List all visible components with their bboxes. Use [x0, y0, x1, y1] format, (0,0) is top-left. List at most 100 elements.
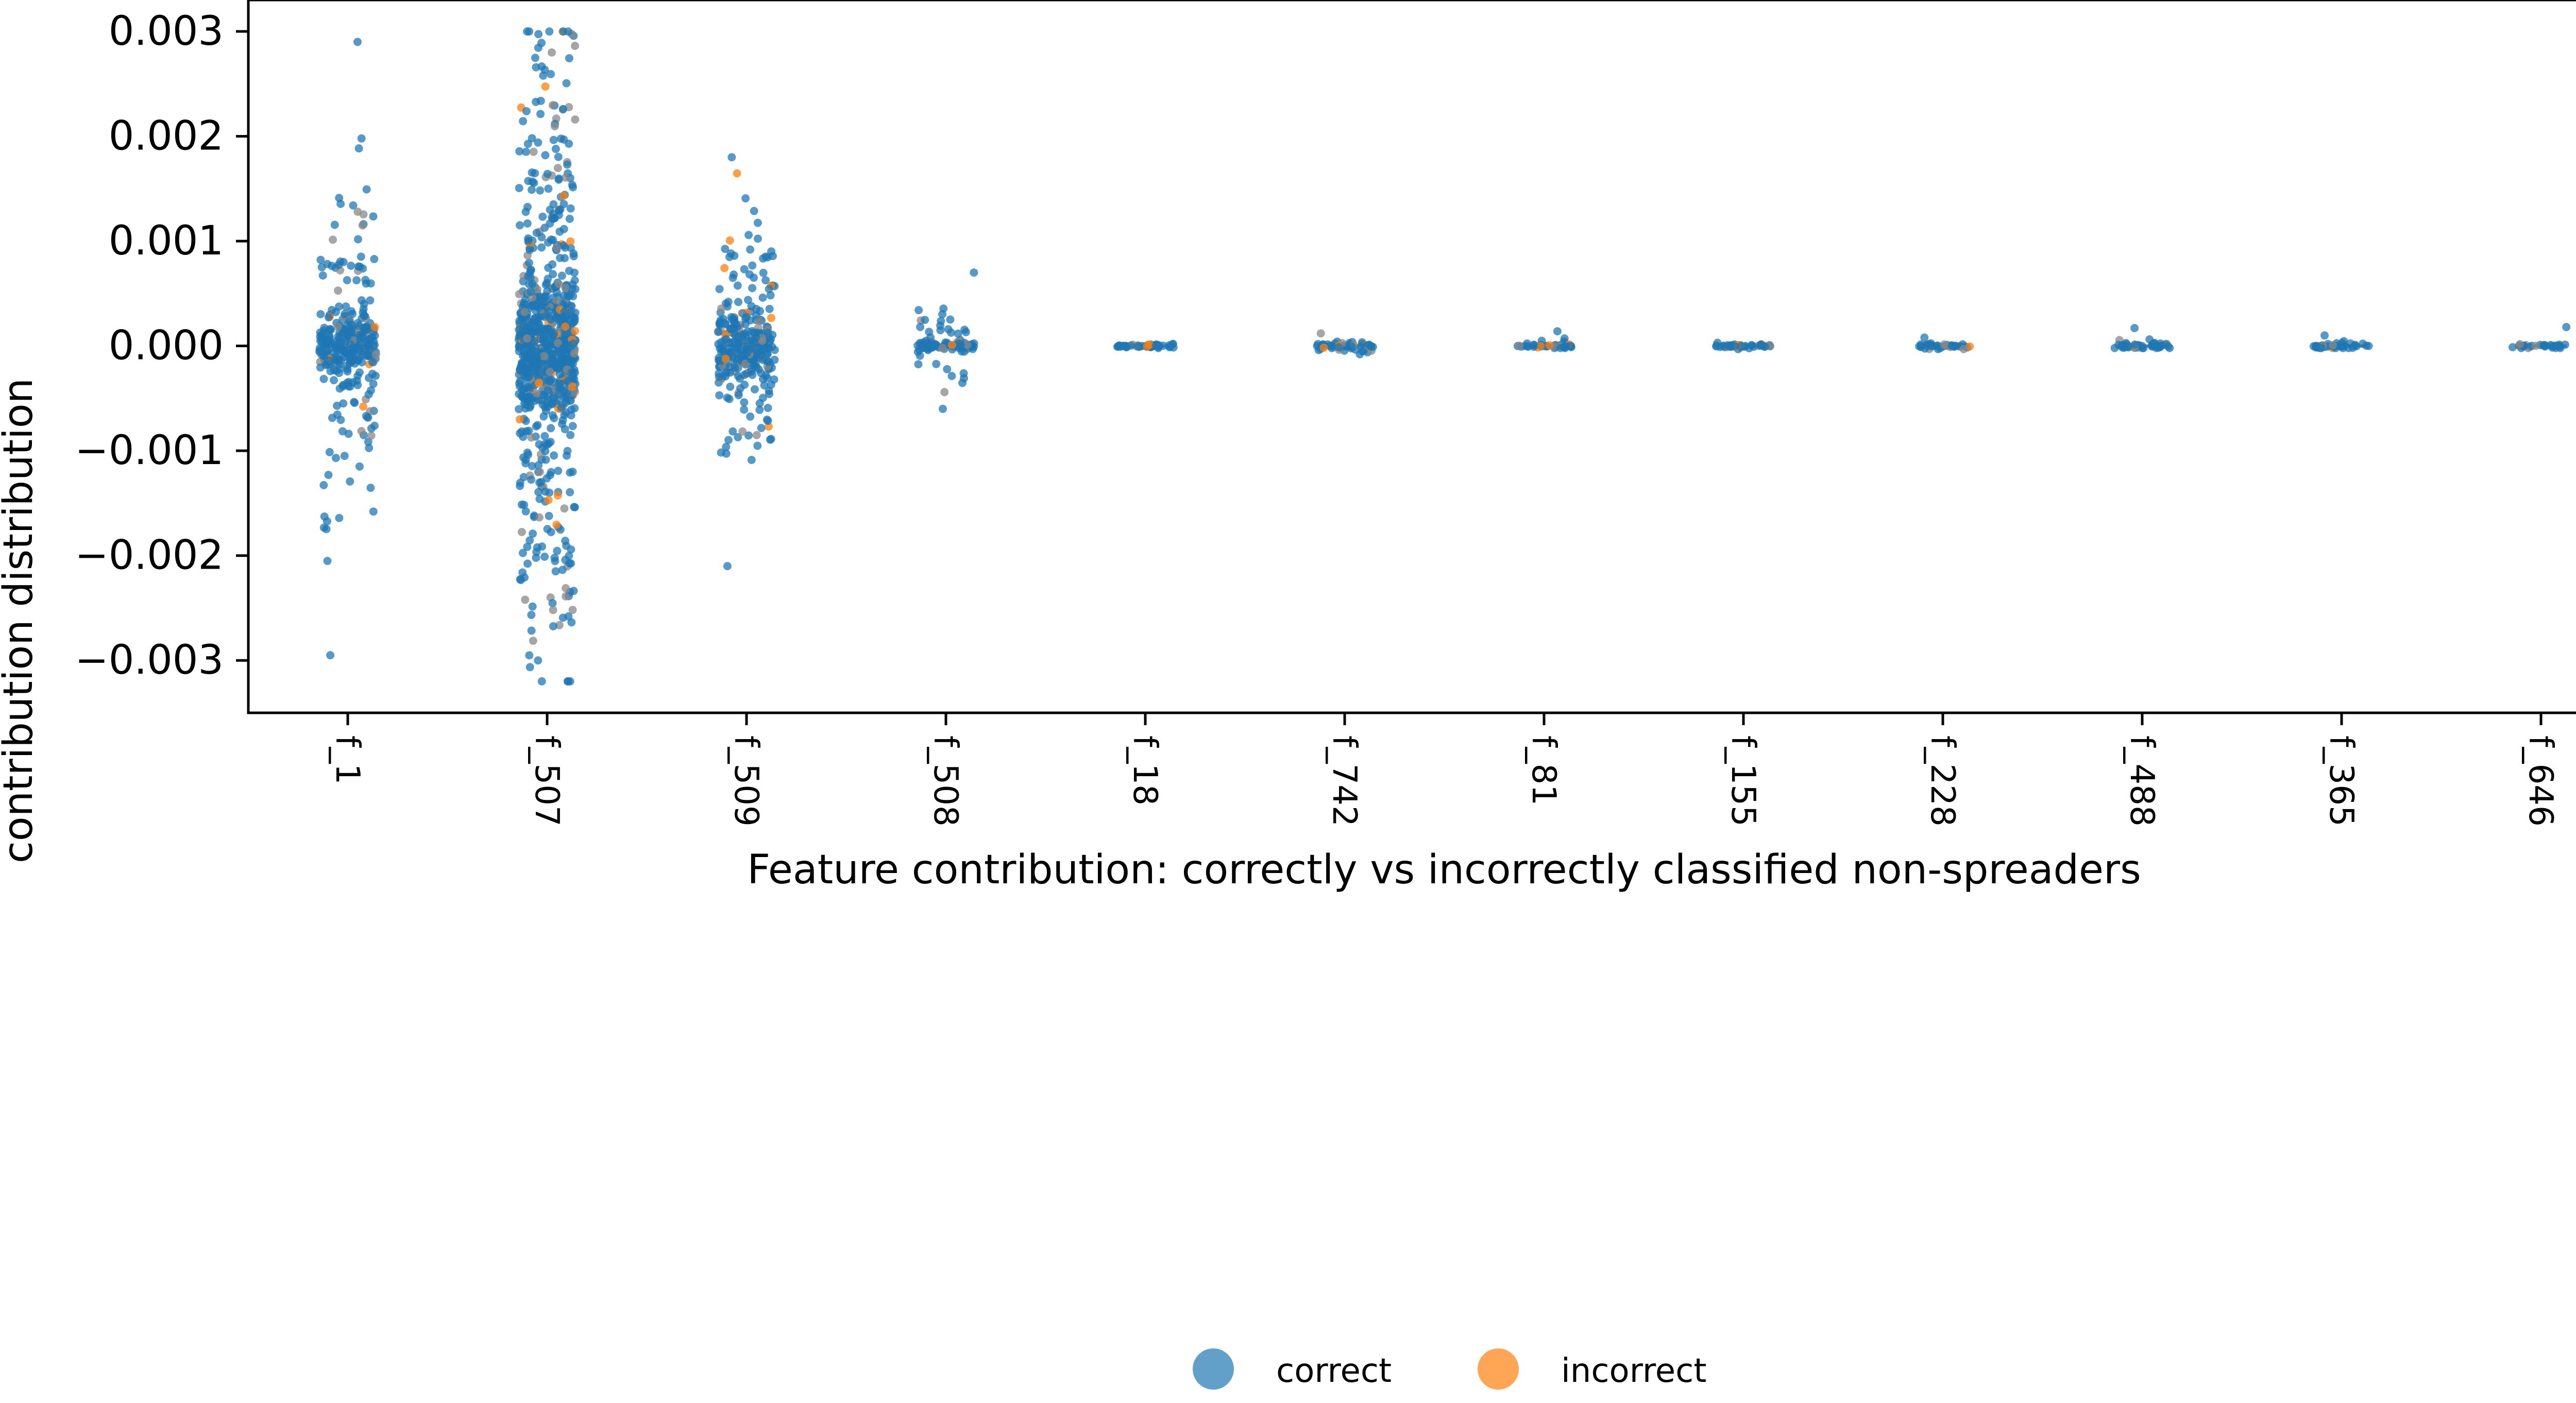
point-correct	[548, 599, 557, 607]
point-correct	[519, 117, 528, 126]
point-correct	[715, 372, 723, 381]
point-correct	[317, 263, 326, 271]
point-correct	[744, 296, 752, 304]
point-correct	[556, 316, 565, 325]
point-correct	[569, 183, 578, 192]
point-correct	[914, 360, 923, 369]
point-correct	[524, 426, 533, 435]
point-correct	[552, 288, 561, 297]
x-tick-label: f_228	[1923, 735, 1961, 827]
point-correct	[744, 431, 753, 440]
point-correct	[518, 549, 527, 557]
point-correct	[558, 416, 567, 424]
point-correct	[2138, 344, 2147, 352]
point-correct	[346, 477, 354, 486]
point-correct	[360, 311, 368, 320]
point-correct	[563, 349, 571, 357]
point-correct	[566, 204, 575, 213]
point-correct	[569, 587, 578, 595]
point-correct	[2329, 341, 2337, 350]
point-correct	[1134, 342, 1143, 351]
point-correct	[548, 101, 557, 110]
point-correct	[2359, 339, 2367, 348]
point-correct	[551, 557, 560, 566]
point-correct	[554, 152, 563, 161]
point-correct	[561, 173, 570, 182]
point-correct	[914, 306, 923, 315]
point-correct	[534, 656, 543, 665]
point-correct	[567, 545, 575, 554]
point-correct	[765, 304, 774, 313]
point-correct	[755, 405, 764, 414]
point-correct	[516, 332, 525, 340]
point-correct	[364, 437, 372, 446]
point-correct	[535, 440, 544, 449]
point-correct	[746, 245, 755, 254]
point-correct	[556, 384, 565, 392]
point-correct	[536, 110, 545, 118]
point-correct	[2548, 341, 2556, 350]
point-incorrect	[515, 415, 524, 424]
point-correct	[528, 168, 536, 177]
point-correct	[355, 462, 364, 471]
point-correct	[1159, 341, 1167, 350]
point-correct	[560, 307, 569, 316]
point-correct	[342, 302, 350, 311]
point-correct	[535, 513, 544, 522]
point-correct	[359, 210, 368, 219]
point-correct	[956, 341, 965, 350]
point-correct	[521, 295, 530, 303]
point-correct	[738, 427, 747, 436]
point-correct	[567, 368, 576, 377]
point-incorrect	[767, 314, 775, 322]
point-correct	[2509, 343, 2517, 352]
point-correct	[765, 285, 773, 294]
point-correct	[335, 369, 344, 378]
point-correct	[561, 425, 569, 434]
point-correct	[369, 380, 378, 388]
point-correct	[527, 266, 535, 275]
point-correct	[529, 147, 538, 156]
point-correct	[722, 442, 731, 451]
point-correct	[561, 283, 570, 292]
point-correct	[750, 207, 758, 215]
point-correct	[561, 254, 569, 263]
point-correct	[554, 467, 563, 475]
point-correct	[526, 273, 535, 282]
point-correct	[735, 374, 744, 383]
point-correct	[533, 421, 542, 430]
point-correct	[552, 244, 561, 253]
point-correct	[522, 340, 531, 349]
point-correct	[1725, 341, 1734, 350]
x-tick-label: f_488	[2123, 735, 2161, 827]
y-tick-label: −0.001	[75, 427, 224, 474]
point-correct	[515, 389, 523, 398]
point-correct	[549, 622, 557, 630]
point-correct	[1760, 343, 1769, 351]
point-correct	[2164, 342, 2173, 351]
point-correct	[970, 268, 978, 277]
point-correct	[760, 343, 769, 352]
point-correct	[532, 302, 540, 311]
point-correct	[758, 293, 767, 302]
point-correct	[543, 398, 551, 407]
point-correct	[535, 494, 544, 503]
point-correct	[352, 344, 361, 352]
point-correct	[528, 461, 536, 470]
point-correct	[1553, 327, 1562, 336]
point-correct	[316, 255, 325, 264]
point-correct	[328, 414, 336, 422]
point-correct	[320, 512, 329, 521]
point-correct	[545, 511, 553, 520]
point-correct	[547, 70, 555, 78]
point-correct	[747, 302, 756, 311]
point-correct	[546, 368, 554, 376]
point-correct	[343, 333, 352, 341]
point-correct	[551, 567, 560, 576]
point-correct	[539, 352, 548, 361]
point-correct	[358, 296, 366, 305]
point-correct	[532, 554, 540, 562]
point-correct	[555, 360, 564, 368]
point-correct	[1347, 343, 1356, 351]
point-correct	[565, 552, 573, 560]
